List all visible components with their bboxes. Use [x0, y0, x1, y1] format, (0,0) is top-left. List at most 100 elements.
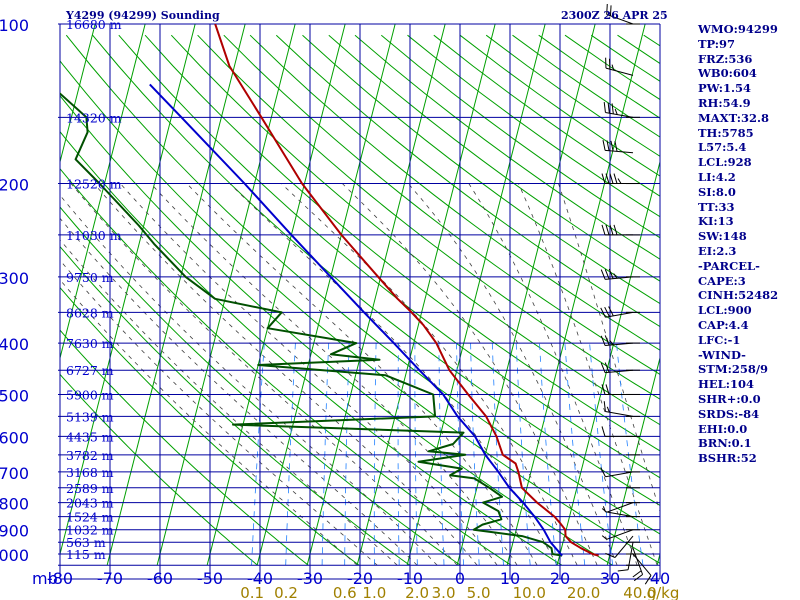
index-line: BRN:0.1 — [698, 436, 752, 451]
isotherm-line — [106, 24, 246, 566]
index-line: TP:97 — [698, 36, 736, 51]
mixing-ratio-label: 0.6 — [333, 584, 357, 600]
index-line: KI:13 — [698, 214, 734, 229]
wind-barb — [600, 268, 634, 280]
parcel-trace — [149, 83, 563, 557]
height-label: 14320 m — [66, 110, 122, 125]
mixing-ratio-line — [616, 343, 644, 566]
height-label: 1032 m — [66, 523, 114, 538]
mixing-ratio-line — [515, 343, 531, 566]
moist-adiabat-line — [518, 183, 658, 566]
wind-barb — [600, 362, 634, 374]
temperature-trace — [214, 24, 599, 557]
height-label: 4435 m — [66, 429, 114, 444]
temperature-tick-label: 20 — [550, 569, 570, 588]
mixing-ratio-label: 20.0 — [567, 584, 600, 600]
isotherm-line — [60, 24, 96, 164]
mixing-ratio-line — [321, 343, 330, 566]
height-label: 6727 m — [66, 363, 114, 378]
dry-adiabat-line — [197, 34, 660, 400]
wind-barb — [601, 502, 634, 513]
isotherm-line — [556, 159, 660, 566]
pressure-tick-label: 700 — [0, 464, 29, 483]
moist-adiabat-line — [558, 183, 660, 513]
isotherm-line — [506, 24, 646, 566]
wind-barb — [617, 542, 634, 572]
height-label: 1524 m — [66, 510, 114, 525]
wind-barb — [605, 535, 634, 558]
height-label: 7630 m — [66, 336, 114, 351]
dry-adiabat-line — [328, 34, 660, 282]
dry-adiabat-line — [354, 34, 660, 260]
height-label: 3782 m — [66, 448, 114, 463]
moist-adiabat-line — [60, 259, 378, 566]
dry-adiabat-line — [60, 130, 563, 566]
moist-adiabat-line — [60, 279, 358, 566]
index-line: TH:5785 — [698, 125, 754, 140]
dry-adiabat-line — [60, 206, 461, 566]
wind-barb — [600, 335, 634, 347]
pressure-tick-label: 800 — [0, 495, 29, 514]
isotherm-line — [206, 24, 346, 566]
mixing-ratio-line — [438, 343, 445, 566]
moist-adiabat-line — [93, 183, 478, 566]
moist-adiabat-line — [468, 183, 638, 566]
isotherm-line — [606, 355, 660, 566]
mixing-ratio-line — [397, 343, 400, 566]
mixing-ratio-label: 3.0 — [432, 584, 456, 600]
moist-adiabat-line — [407, 183, 618, 566]
mixing-ratio-label: 5.0 — [467, 584, 491, 600]
temperature-tick-label: -40 — [247, 569, 273, 588]
index-line: LCL:900 — [698, 303, 752, 318]
index-line: CAP:4.4 — [698, 317, 749, 332]
index-line: LFC:-1 — [698, 332, 741, 347]
temperature-tick-label: 10 — [500, 569, 520, 588]
station-title: Y4299 (94299) Sounding — [65, 9, 220, 22]
wind-barb — [600, 306, 634, 318]
moist-adiabat-line — [342, 183, 598, 566]
dry-adiabat-line — [60, 373, 258, 566]
dry-adiabat-line — [223, 34, 660, 375]
height-label: 3168 m — [66, 465, 114, 480]
pressure-tick-label: 100 — [0, 16, 29, 35]
temperature-tick-label: -60 — [147, 569, 173, 588]
index-line: CINH:52482 — [698, 288, 779, 303]
index-line: SHR+:0.0 — [698, 391, 761, 406]
dry-adiabat-line — [275, 34, 660, 328]
wind-barb — [632, 548, 644, 582]
moist-adiabat-line — [120, 183, 498, 566]
temperature-tick-label: -10 — [397, 569, 423, 588]
index-line: -PARCEL- — [698, 258, 760, 273]
wind-barb — [602, 140, 634, 154]
temperature-tick-label: -70 — [97, 569, 123, 588]
mixing-ratio-label: 10.0 — [513, 584, 546, 600]
ylabel-mb: mb — [32, 569, 58, 588]
temperature-tick-label: -30 — [297, 569, 323, 588]
dry-adiabat-line — [302, 34, 660, 305]
temperature-tick-label: -80 — [47, 569, 73, 588]
wind-barb — [605, 57, 634, 76]
index-line: LI:4.2 — [698, 169, 736, 184]
height-label: 5139 m — [66, 409, 114, 424]
index-line: BSHR:52 — [698, 451, 757, 466]
wind-barb — [601, 426, 633, 437]
wind-barb — [603, 102, 634, 118]
temperature-tick-label: 0 — [455, 569, 465, 588]
dry-adiabat-line — [65, 34, 660, 535]
index-line: SI:8.0 — [698, 184, 736, 199]
wind-barb — [603, 401, 634, 417]
index-line: FRZ:536 — [698, 51, 753, 66]
index-line: HEL:104 — [698, 377, 754, 392]
index-line: WMO:94299 — [698, 22, 778, 36]
dry-adiabat-line — [144, 34, 660, 452]
height-label: 16680 m — [66, 17, 122, 32]
height-label: 563 m — [66, 535, 106, 550]
temperature-tick-label: -20 — [347, 569, 373, 588]
mixing-ratio-line — [470, 343, 480, 566]
temperature-tick-label: 40 — [650, 569, 670, 588]
dry-adiabat-line — [60, 329, 309, 566]
wind-barb — [601, 173, 633, 185]
wind-barb — [601, 224, 633, 236]
dry-adiabat-line — [249, 34, 660, 351]
